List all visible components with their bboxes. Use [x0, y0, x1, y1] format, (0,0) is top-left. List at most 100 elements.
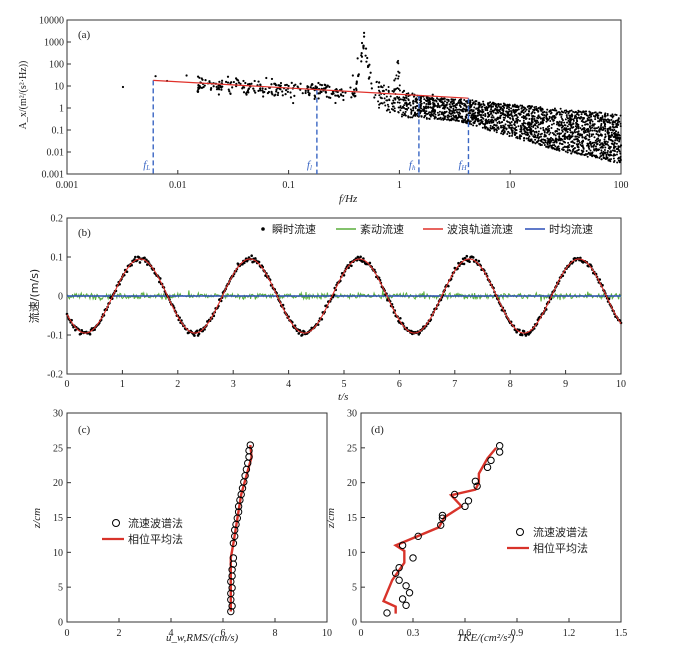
marker-label-sub: h: [412, 164, 416, 172]
spectrum-point: [573, 115, 576, 118]
spectrum-point: [419, 101, 422, 104]
spectrum-point: [248, 83, 251, 86]
spectrum-point: [598, 129, 601, 132]
spectrum-point: [559, 107, 562, 110]
marker-label-l: fl: [307, 159, 312, 172]
spectrum-point: [471, 110, 474, 113]
spectrum-point: [250, 82, 253, 85]
spectrum-point: [613, 131, 616, 134]
panel-d-spectral-point: [438, 511, 447, 520]
spectrum-point: [570, 113, 573, 116]
spectrum-point: [562, 148, 565, 151]
spectrum-point: [360, 54, 363, 57]
spectrum-point: [380, 102, 383, 105]
spectrum-point: [600, 134, 603, 137]
spectrum-point: [296, 85, 299, 88]
spectrum-point: [462, 119, 465, 122]
spectrum-point: [501, 109, 504, 112]
spectrum-point: [406, 103, 409, 106]
spectrum-point: [611, 149, 614, 152]
spectrum-point: [386, 103, 389, 106]
spectrum-point: [585, 152, 588, 155]
spectrum-point: [533, 106, 536, 109]
spectrum-point: [528, 107, 531, 110]
spectrum-point: [367, 65, 370, 68]
spectrum-point: [522, 128, 525, 131]
spectrum-point: [602, 150, 605, 153]
spectrum-point: [503, 106, 506, 109]
spectrum-point: [617, 145, 620, 148]
spectrum-point: [121, 85, 125, 89]
spectrum-point: [466, 122, 469, 125]
spectrum-point: [494, 108, 497, 111]
panel-d-spectral-point: [473, 482, 481, 490]
instant-point: [447, 284, 450, 288]
spectrum-point: [246, 90, 249, 94]
spectrum-point: [337, 94, 340, 97]
spectrum-point: [569, 127, 572, 130]
panel-c-spectral-point: [229, 539, 238, 547]
panel-d-x-axis-label: TKE/(cm²/s²): [457, 632, 515, 644]
panel-a-y-tick-label: 10: [54, 82, 64, 93]
spectrum-point: [535, 136, 538, 139]
spectrum-point: [537, 139, 540, 142]
spectrum-point: [508, 110, 511, 113]
spectrum-point: [229, 92, 232, 96]
spectrum-point: [281, 94, 284, 97]
spectrum-point: [619, 159, 622, 162]
spectrum-point: [604, 129, 607, 132]
spectrum-point: [437, 105, 440, 108]
spectrum-point: [434, 113, 437, 116]
panel-c-spectral-point: [246, 441, 255, 449]
instant-point: [518, 328, 521, 332]
spectrum-point: [545, 115, 548, 118]
panel-b-y-tick-label: 0: [58, 292, 63, 303]
spectrum-point: [502, 113, 505, 116]
spectrum-point: [528, 121, 531, 124]
spectrum-point: [267, 90, 271, 94]
spectrum-point: [619, 152, 622, 155]
spectrum-point: [491, 114, 494, 117]
spectrum-point: [457, 108, 460, 111]
panel-a-x-tick-label: 1: [397, 180, 402, 191]
spectrum-point: [564, 118, 567, 121]
spectrum-point: [275, 88, 278, 91]
spectrum-point: [393, 107, 396, 110]
spectrum-point: [457, 113, 460, 116]
spectrum-point: [528, 125, 531, 128]
spectrum-point: [599, 118, 602, 121]
spectrum-point: [571, 135, 574, 138]
spectrum-point: [604, 146, 607, 149]
spectrum-point: [618, 140, 621, 143]
spectrum-point: [572, 122, 575, 125]
spectrum-point: [576, 146, 579, 149]
panel-d-spectral-point: [395, 576, 403, 584]
spectrum-point: [602, 120, 605, 123]
spectrum-point: [484, 119, 487, 122]
spectrum-point: [220, 88, 223, 91]
spectrum-point: [461, 117, 464, 120]
spectrum-point: [579, 110, 582, 113]
spectrum-point: [510, 111, 513, 114]
spectrum-point: [355, 88, 358, 92]
spectrum-point: [395, 74, 398, 77]
panel-d-phase-average-line: [381, 447, 498, 614]
instant-point: [350, 264, 353, 268]
instant-point: [197, 332, 201, 336]
spectrum-point: [559, 124, 562, 127]
spectrum-point: [511, 105, 514, 108]
spectrum-point: [422, 108, 425, 111]
spectrum-point: [614, 139, 617, 142]
spectrum-point: [381, 86, 384, 89]
spectrum-point: [566, 151, 569, 154]
spectrum-point: [473, 114, 476, 117]
spectrum-point: [474, 103, 477, 106]
spectrum-point: [533, 118, 536, 121]
panel-c-x-axis-label: u_w,RMS/(cm/s): [166, 632, 239, 644]
panel-b-x-tick-label: 1: [120, 379, 125, 390]
spectrum-point: [446, 101, 449, 104]
spectrum-point: [526, 129, 529, 132]
spectrum-point: [486, 115, 489, 118]
spectrum-point: [604, 123, 607, 126]
spectrum-point: [526, 131, 529, 134]
